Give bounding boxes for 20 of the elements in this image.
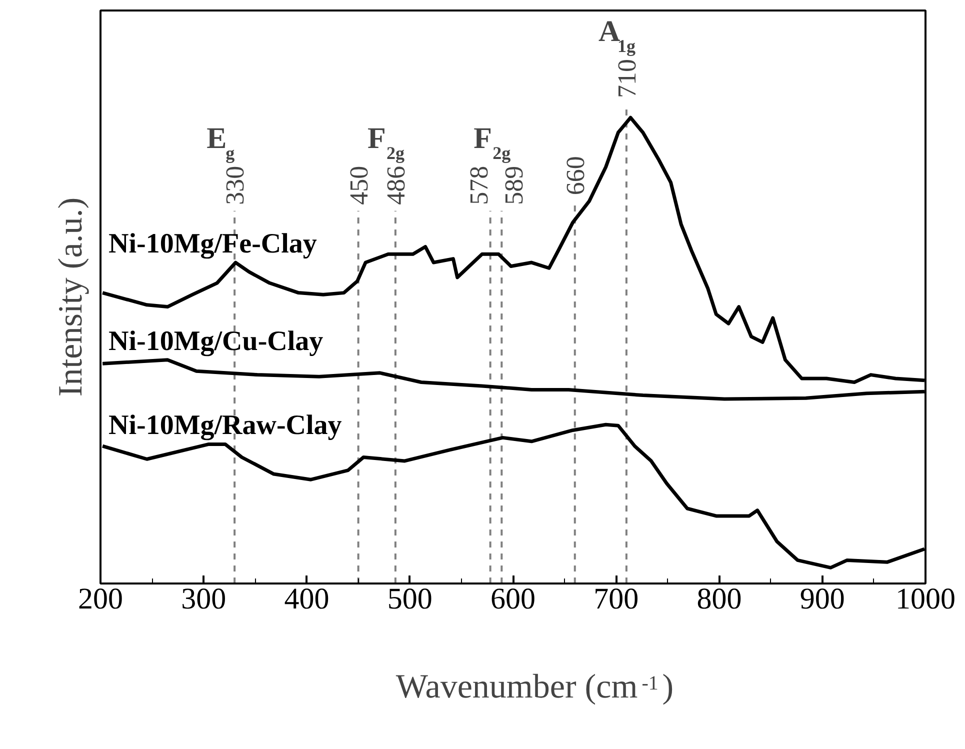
ref-line-label: 486 xyxy=(381,166,410,205)
x-tick-label: 600 xyxy=(490,582,536,616)
ref-line-label: 578 xyxy=(464,166,494,205)
x-tick-label: 200 xyxy=(78,582,123,616)
series-label: Ni-10Mg/Fe-Clay xyxy=(108,228,317,260)
x-tick-label: 900 xyxy=(800,582,845,616)
ref-line-label: 450 xyxy=(344,166,374,205)
y-axis-title: Intensity (a.u.) xyxy=(52,197,90,397)
series-label: Ni-10Mg/Cu-Clay xyxy=(108,326,324,357)
x-tick-label: 500 xyxy=(387,582,432,616)
ref-line-label: 710 xyxy=(612,58,642,98)
x-tick-label: 300 xyxy=(181,582,226,616)
ref-line-label: 660 xyxy=(560,156,590,196)
x-tick-label: 700 xyxy=(594,582,639,616)
ref-line-label: 330 xyxy=(220,166,250,205)
ref-line-label: 589 xyxy=(500,166,529,205)
series-label: Ni-10Mg/Raw-Clay xyxy=(108,410,342,442)
x-tick-label: 400 xyxy=(284,582,330,616)
x-tick-label: 1000 xyxy=(896,582,956,616)
x-tick-label: 800 xyxy=(696,582,742,616)
